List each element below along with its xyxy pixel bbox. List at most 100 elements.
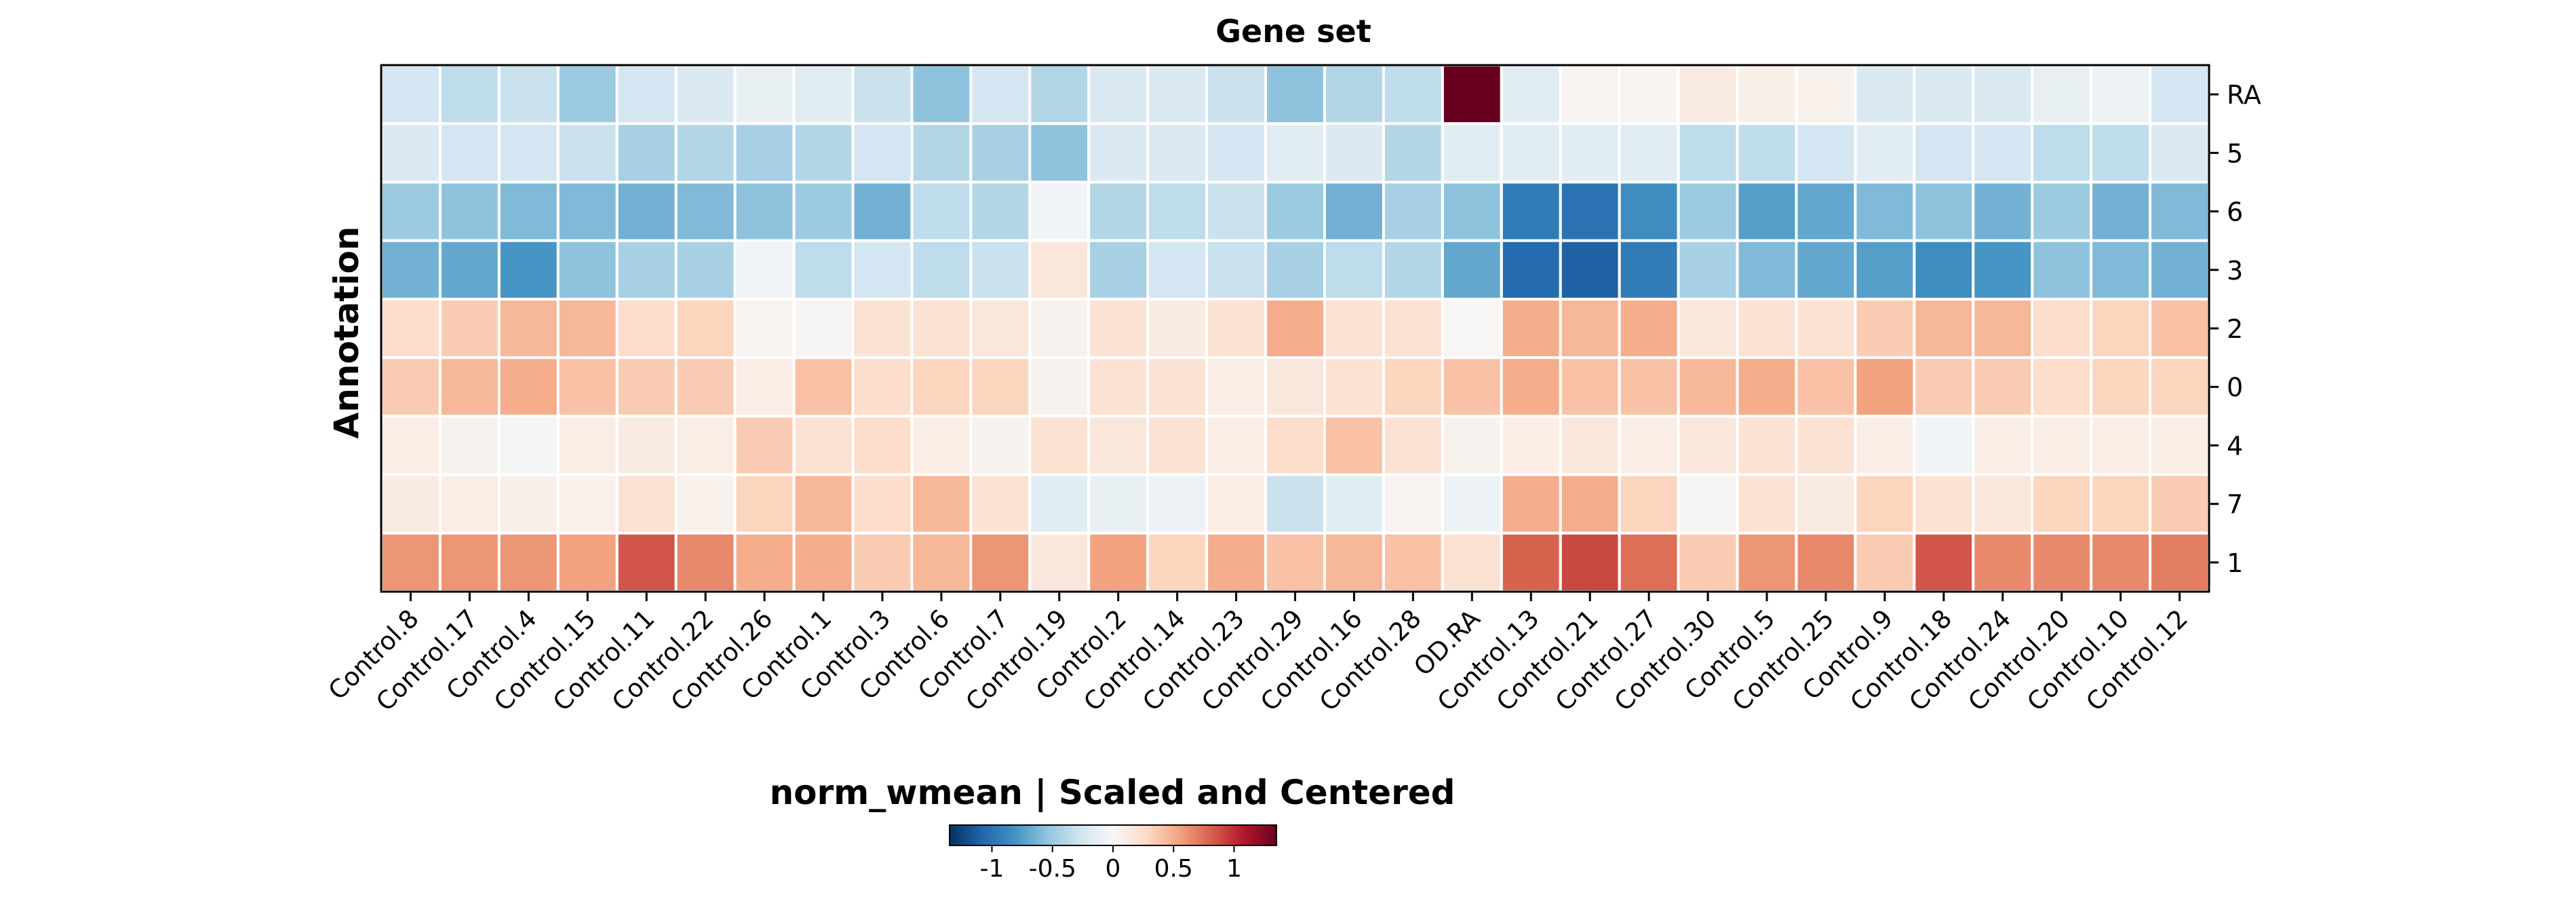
heatmap-cell xyxy=(1559,64,1621,126)
heatmap-cells xyxy=(380,64,2210,593)
heatmap-cell xyxy=(1854,473,1916,535)
heatmap-cell xyxy=(556,297,619,360)
heatmap-cell xyxy=(1382,297,1444,360)
heatmap-cell xyxy=(1323,180,1385,242)
heatmap-cell xyxy=(1795,473,1857,535)
heatmap-cell xyxy=(1205,122,1268,184)
heatmap-cell xyxy=(380,122,442,184)
heatmap-cell xyxy=(380,415,442,476)
heatmap-cell xyxy=(1854,297,1916,360)
heatmap-cell xyxy=(1323,473,1385,535)
heatmap-cell xyxy=(2090,531,2152,593)
heatmap-cell xyxy=(851,531,914,593)
heatmap-cell xyxy=(1618,239,1680,301)
heatmap-cell xyxy=(1028,122,1091,184)
y-tick-label: 6 xyxy=(2227,197,2243,227)
heatmap-cell xyxy=(1500,122,1562,184)
heatmap-cell xyxy=(851,415,914,476)
heatmap-cell xyxy=(615,180,678,242)
heatmap-cell xyxy=(1972,180,2034,242)
heatmap-cell xyxy=(1205,531,1268,593)
heatmap-cell xyxy=(1028,297,1091,360)
heatmap-cell xyxy=(2149,297,2210,360)
heatmap-cell xyxy=(556,180,619,242)
heatmap-cell xyxy=(497,297,560,360)
heatmap-cell xyxy=(1972,531,2034,593)
heatmap-cell xyxy=(1205,239,1268,301)
heatmap-cell xyxy=(1618,180,1680,242)
heatmap-cell xyxy=(1854,239,1916,301)
heatmap-cell xyxy=(1559,297,1621,360)
colorbar-tick-label: -1 xyxy=(980,855,1004,883)
heatmap-cell xyxy=(1028,239,1091,301)
heatmap-cell xyxy=(1559,356,1621,418)
heatmap-cell xyxy=(380,239,442,301)
heatmap-cell xyxy=(1264,531,1326,593)
heatmap-cell xyxy=(2149,239,2210,301)
heatmap-cell xyxy=(792,531,855,593)
heatmap-cell xyxy=(380,473,442,535)
heatmap-cell xyxy=(969,356,1032,418)
heatmap-cell xyxy=(1618,297,1680,360)
heatmap-cell xyxy=(851,64,914,126)
heatmap-cell xyxy=(1146,356,1209,418)
heatmap-cell xyxy=(1677,531,1739,593)
heatmap-cell xyxy=(1736,297,1798,360)
heatmap-cell xyxy=(615,64,678,126)
heatmap-cell xyxy=(792,297,855,360)
heatmap-cell xyxy=(792,473,855,535)
heatmap-cell xyxy=(2031,415,2093,476)
heatmap-cell xyxy=(910,64,973,126)
heatmap-cell xyxy=(969,239,1032,301)
heatmap-cell xyxy=(497,64,560,126)
heatmap-cell xyxy=(556,122,619,184)
heatmap-cell xyxy=(1087,531,1150,593)
heatmap-cell xyxy=(1500,297,1562,360)
heatmap-cell xyxy=(438,180,501,242)
heatmap-cell xyxy=(1264,415,1326,476)
heatmap-cell xyxy=(1972,239,2034,301)
heatmap-cell xyxy=(1087,415,1150,476)
heatmap-cell xyxy=(438,415,501,476)
heatmap-cell xyxy=(615,356,678,418)
heatmap-cell xyxy=(1972,297,2034,360)
heatmap-cell xyxy=(1913,356,1975,418)
heatmap-cell xyxy=(497,239,560,301)
heatmap-cell xyxy=(1972,473,2034,535)
heatmap-cell xyxy=(1618,531,1680,593)
heatmap-cell xyxy=(1559,180,1621,242)
heatmap-cell xyxy=(2090,64,2152,126)
heatmap-cell xyxy=(1677,297,1739,360)
heatmap-cell xyxy=(1028,531,1091,593)
heatmap-cell xyxy=(1382,122,1444,184)
heatmap-cell xyxy=(851,473,914,535)
heatmap-cell xyxy=(1382,180,1444,242)
y-tick-label: 2 xyxy=(2227,314,2243,344)
heatmap-cell xyxy=(1500,180,1562,242)
heatmap-cell xyxy=(1736,473,1798,535)
heatmap-cell xyxy=(1677,415,1739,476)
heatmap-cell xyxy=(2149,122,2210,184)
heatmap-cell xyxy=(1913,531,1975,593)
heatmap-cell xyxy=(1618,356,1680,418)
y-ticks: RA 5 6 3 2 0 4 7 1 xyxy=(2209,80,2261,578)
heatmap-cell xyxy=(2149,415,2210,476)
heatmap-cell xyxy=(2031,297,2093,360)
heatmap-cell xyxy=(1972,122,2034,184)
heatmap-cell xyxy=(733,473,796,535)
heatmap-cell xyxy=(851,122,914,184)
heatmap-cell xyxy=(1441,356,1503,418)
heatmap-cell xyxy=(1028,64,1091,126)
heatmap-cell xyxy=(969,64,1032,126)
heatmap-cell xyxy=(1028,473,1091,535)
heatmap-cell xyxy=(1795,415,1857,476)
heatmap-cell xyxy=(910,297,973,360)
heatmap-cell xyxy=(1795,239,1857,301)
heatmap-cell xyxy=(733,297,796,360)
heatmap-cell xyxy=(910,415,973,476)
chart-title: Gene set xyxy=(1215,13,1371,50)
heatmap-cell xyxy=(1087,180,1150,242)
heatmap-cell xyxy=(615,297,678,360)
heatmap-cell xyxy=(910,531,973,593)
heatmap-cell xyxy=(1559,239,1621,301)
